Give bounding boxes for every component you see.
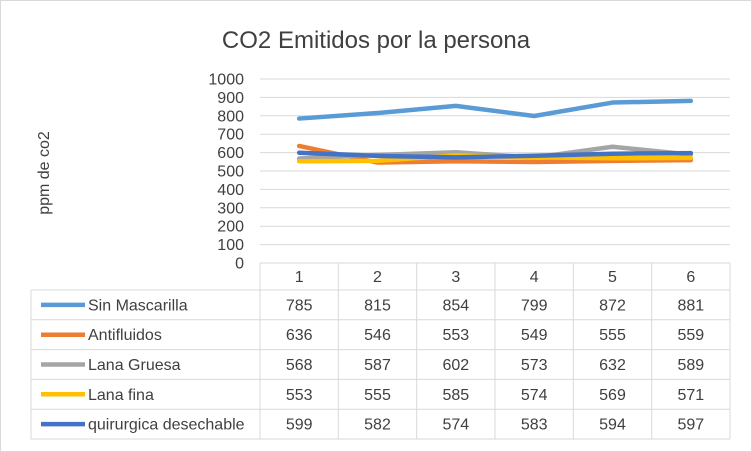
y-tick-label: 900 (217, 90, 244, 107)
data-table-cell: 636 (286, 327, 313, 344)
data-table: 1 2 3 4 5 6 Sin Mascarilla 785 815 854 799 872 881 An… (30, 263, 731, 440)
y-tick-label: 200 (217, 219, 244, 236)
data-table-cell: 573 (521, 357, 548, 374)
data-table-cell: 571 (677, 387, 704, 404)
data-table-cell: 555 (364, 387, 391, 404)
y-tick-label: 100 (217, 237, 244, 254)
data-table-cell: 881 (677, 297, 704, 314)
data-table-cell: 555 (599, 327, 626, 344)
x-category-label: 3 (451, 269, 460, 286)
data-table-cell: 815 (364, 297, 391, 314)
legend-series-name: Sin Mascarilla (88, 297, 188, 314)
y-tick-label: 1000 (208, 72, 244, 89)
legend-series-name: Lana fina (88, 387, 154, 404)
legend-series-name: quirurgica desechable (88, 417, 245, 434)
data-table-cell: 582 (364, 417, 391, 434)
x-category-label: 2 (373, 269, 382, 286)
series-line (296, 98, 694, 121)
data-table-cell: 574 (521, 387, 548, 404)
data-table-cell: 568 (286, 357, 313, 374)
data-table-cell: 594 (599, 417, 626, 434)
chart-title: CO2 Emitidos por la persona (222, 27, 531, 54)
y-tick-label: 800 (217, 108, 244, 125)
data-table-cell: 597 (677, 417, 704, 434)
y-tick-label: 400 (217, 182, 244, 199)
x-category-label: 6 (686, 269, 695, 286)
data-table-cell: 854 (442, 297, 469, 314)
x-category-label: 1 (295, 269, 304, 286)
y-tick-label: 600 (217, 145, 244, 162)
data-table-cell: 574 (442, 417, 469, 434)
data-table-cell: 553 (286, 387, 313, 404)
y-axis-label: ppm de co2 (36, 131, 53, 215)
data-table-cell: 585 (442, 387, 469, 404)
legend-series-name: Lana Gruesa (88, 357, 181, 374)
data-table-cell: 589 (677, 357, 704, 374)
series-lines (296, 98, 694, 165)
data-table-cell: 553 (442, 327, 469, 344)
data-table-cell: 799 (521, 297, 548, 314)
x-category-label: 5 (608, 269, 617, 286)
y-tick-label: 700 (217, 127, 244, 144)
y-tick-label: 300 (217, 200, 244, 217)
data-table-cell: 583 (521, 417, 548, 434)
data-table-cell: 569 (599, 387, 626, 404)
data-table-cell: 632 (599, 357, 626, 374)
data-table-cell: 599 (286, 417, 313, 434)
gridlines (260, 78, 730, 264)
data-table-cell: 785 (286, 297, 313, 314)
x-category-label: 4 (530, 269, 539, 286)
data-table-cell: 872 (599, 297, 626, 314)
y-tick-label: 0 (235, 256, 244, 273)
data-table-cell: 546 (364, 327, 391, 344)
legend-series-name: Antifluidos (88, 327, 162, 344)
series-line (296, 150, 694, 160)
data-table-cell: 559 (677, 327, 704, 344)
data-table-cell: 587 (364, 357, 391, 374)
data-table-cell: 549 (521, 327, 548, 344)
y-tick-label: 500 (217, 164, 244, 181)
data-table-cell: 602 (442, 357, 469, 374)
